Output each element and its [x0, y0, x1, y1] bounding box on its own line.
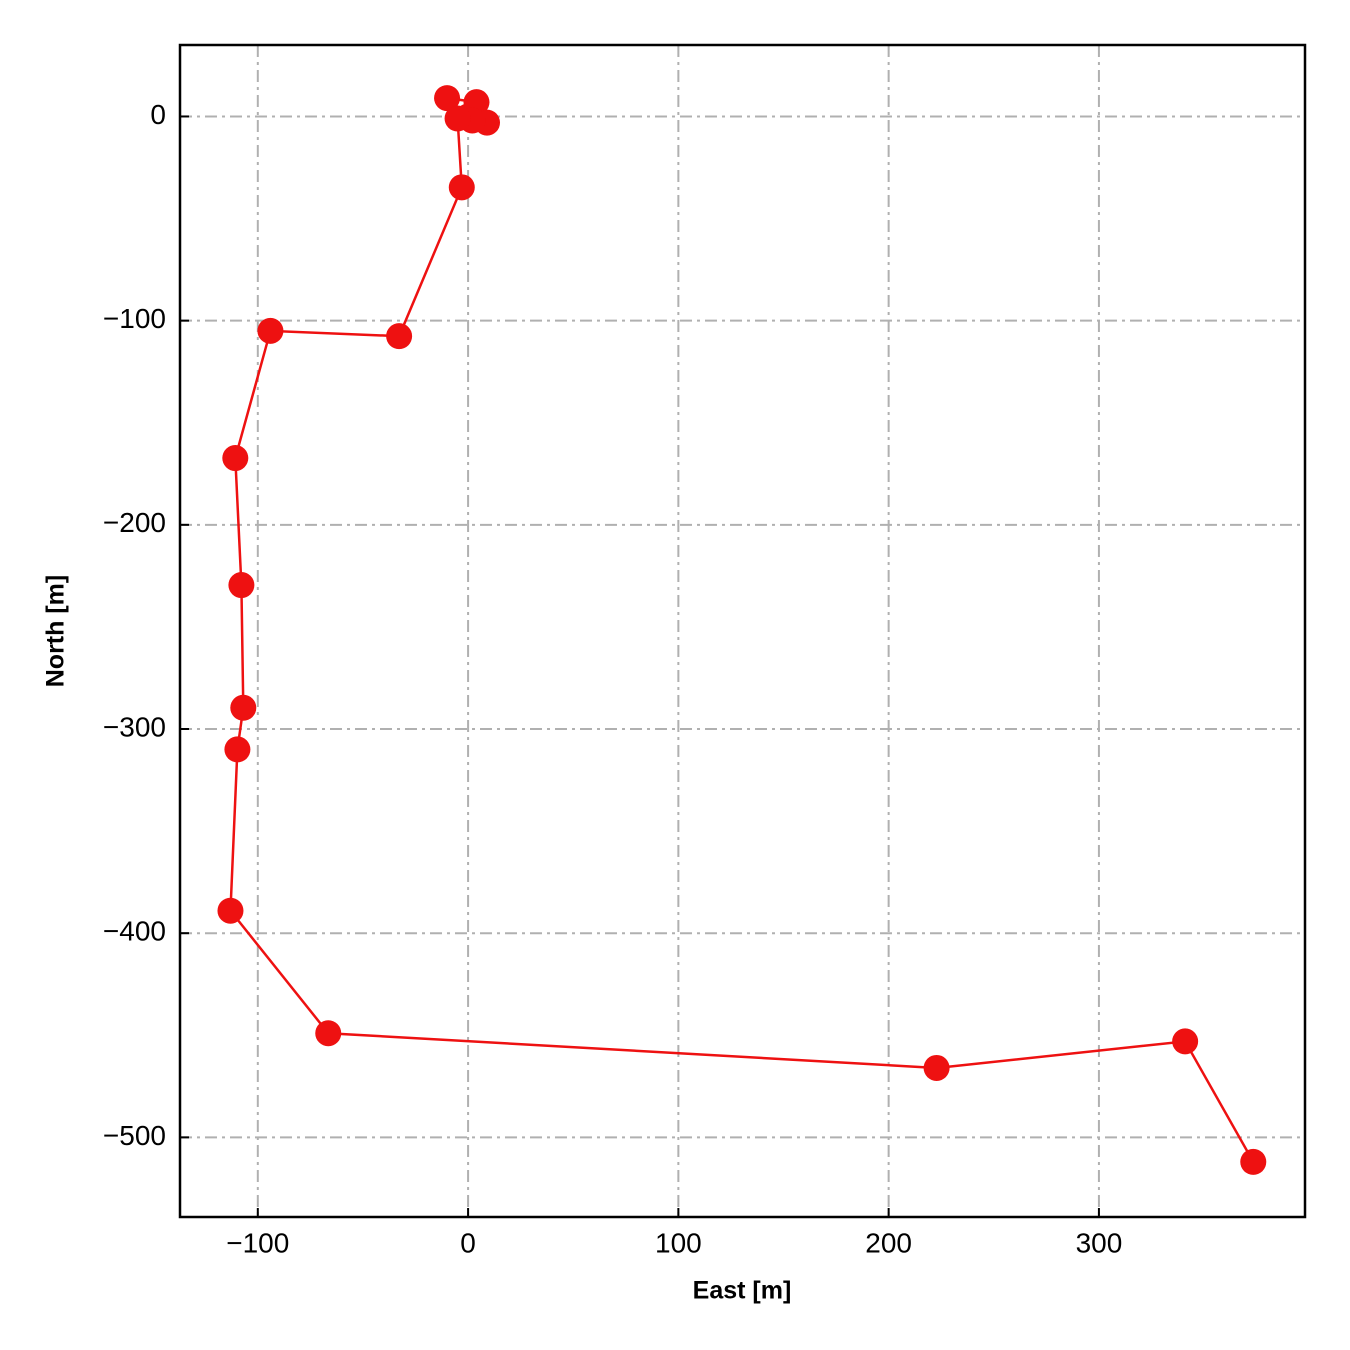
x-tick-label: 0	[460, 1227, 476, 1258]
marker	[1240, 1148, 1267, 1175]
y-tick-label: −400	[103, 916, 166, 947]
y-tick-label: −500	[103, 1120, 166, 1151]
x-tick-label: 200	[865, 1227, 912, 1258]
marker	[448, 174, 475, 201]
y-tick-label: 0	[150, 99, 166, 130]
marker	[923, 1054, 950, 1081]
marker	[257, 317, 284, 344]
marker	[224, 736, 251, 763]
marker	[386, 323, 413, 350]
y-axis-title: North [m]	[42, 575, 70, 687]
marker	[222, 445, 249, 472]
x-tick-label: −100	[226, 1227, 289, 1258]
marker	[1172, 1028, 1199, 1055]
y-tick-label: −300	[103, 711, 166, 742]
x-axis-title: East [m]	[693, 1277, 792, 1305]
y-tick-label: −200	[103, 507, 166, 538]
x-tick-label: 100	[655, 1227, 702, 1258]
plot-frame	[178, 43, 1307, 1219]
marker	[434, 85, 461, 112]
marker	[228, 572, 255, 599]
y-tick-label: −100	[103, 303, 166, 334]
marker	[217, 897, 244, 924]
x-tick-label: 300	[1076, 1227, 1123, 1258]
marker	[315, 1020, 342, 1047]
marker	[444, 105, 471, 132]
marker	[230, 694, 257, 721]
